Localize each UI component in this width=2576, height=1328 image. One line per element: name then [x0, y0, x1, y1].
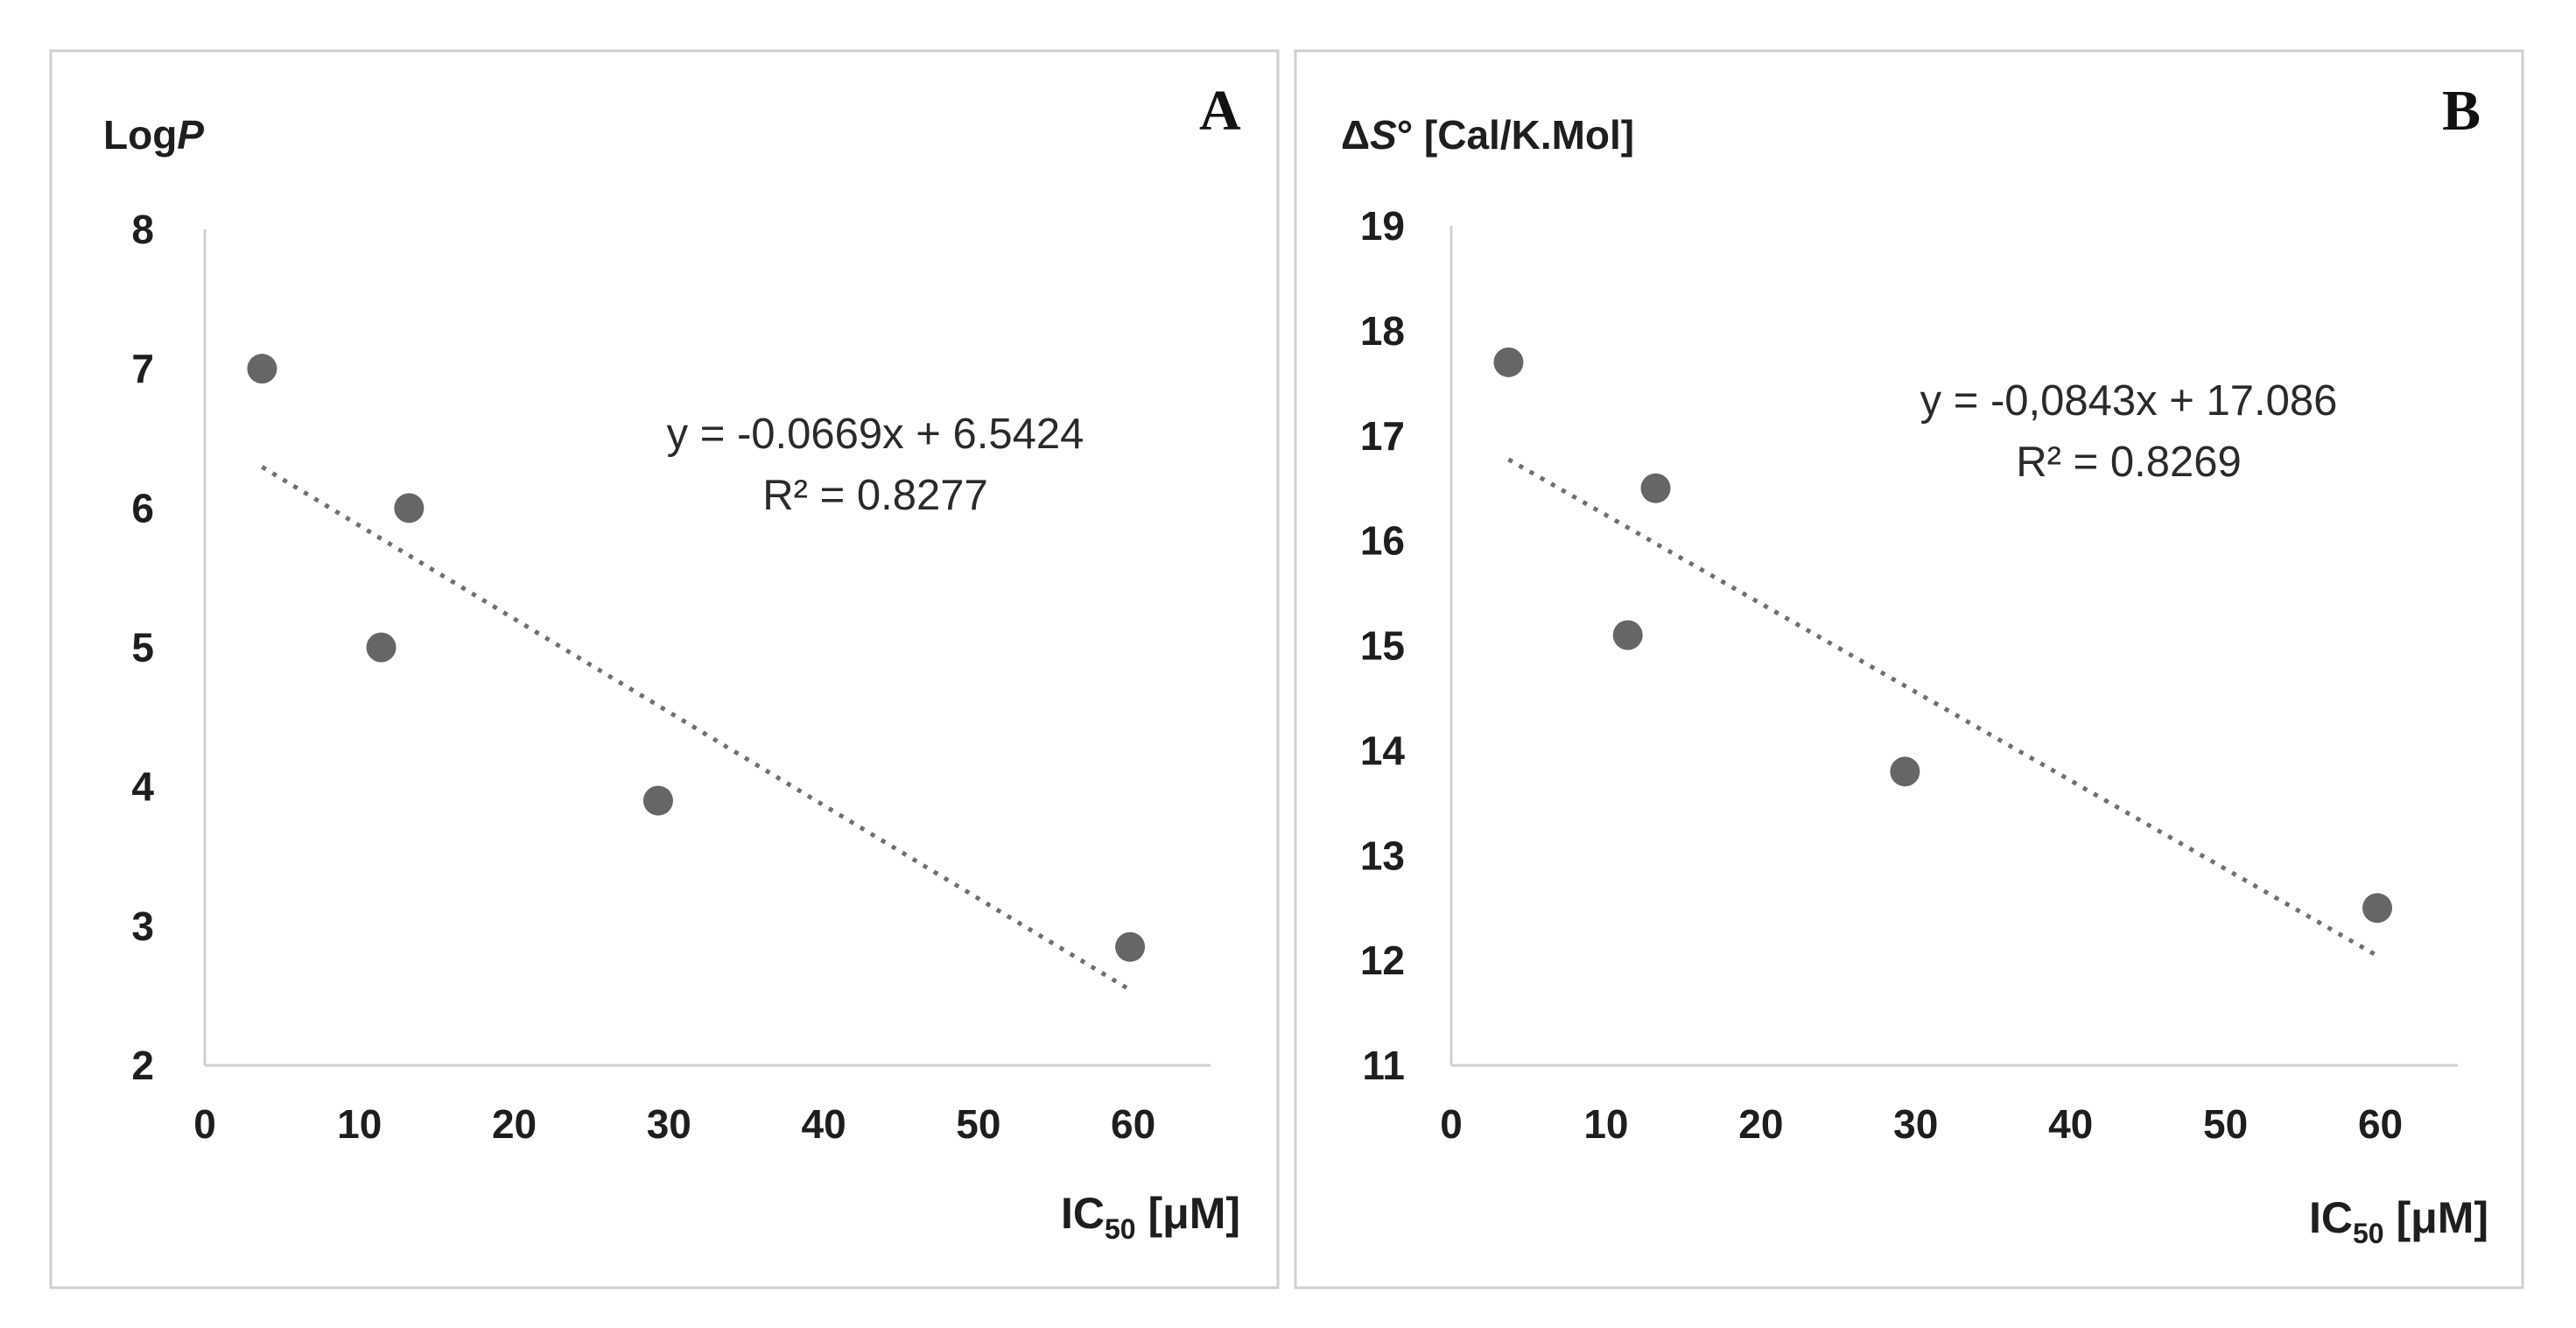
- panel-a-x-tick-label: 50: [956, 1101, 1000, 1147]
- panel-b-y-tick-label: 11: [1362, 1043, 1405, 1088]
- panel-a-y-tick-label: 3: [131, 903, 154, 949]
- panel-b-x-tick-label: 40: [2048, 1101, 2093, 1147]
- panel-a-x-tick-label: 0: [193, 1101, 216, 1147]
- panel-a-data-point: [642, 785, 673, 816]
- panel-a-x-tick-label: 10: [337, 1101, 382, 1147]
- panel-a-y-tick-label: 2: [131, 1043, 154, 1088]
- panel-b-y-tick-label: 17: [1360, 413, 1405, 459]
- panel-a-data-point: [366, 632, 397, 663]
- panel-b-x-tick-label: 60: [2358, 1101, 2403, 1147]
- panel-b-y-tick-label: 12: [1360, 938, 1405, 983]
- panel-a-frame: [49, 49, 1280, 1289]
- panel-b-data-point: [1890, 756, 1920, 787]
- panel-a-data-point: [394, 493, 425, 523]
- panel-b-trend-equation: y = -0,0843x + 17.086: [1920, 377, 2338, 425]
- panel-a-y-tick-label: 4: [131, 764, 154, 810]
- panel-b: 11 12 13 14 15 16 17 18 19 0 10 20 30 40 50 60 B ΔS° [C…: [1294, 49, 2524, 1289]
- panel-a-x-tick-label: 60: [1111, 1101, 1155, 1147]
- panel-a-r-squared: R² = 0.8277: [762, 472, 987, 519]
- panel-a-data-point: [247, 354, 277, 384]
- panel-b-x-axis-label: IC50 [μM]: [2309, 1193, 2488, 1249]
- panel-b-y-tick-label: 19: [1360, 203, 1405, 249]
- panel-a-x-axis-label: IC50 [μM]: [1061, 1189, 1240, 1245]
- panel-a-x-tick-label: 40: [801, 1101, 846, 1147]
- panel-a-letter: A: [1199, 79, 1241, 143]
- panel-b-data-point: [1612, 620, 1643, 650]
- panel-a-y-tick-label: 8: [131, 207, 154, 252]
- panel-b-x-tick-label: 20: [1738, 1101, 1783, 1147]
- panel-b-trendline: [1507, 457, 2379, 958]
- panel-b-x-tick-label: 30: [1893, 1101, 1938, 1147]
- panel-a-trendline: [261, 465, 1132, 992]
- panel-b-x-tick-label: 10: [1583, 1101, 1628, 1147]
- panel-b-frame: [1294, 49, 2524, 1289]
- panel-b-y-tick-label: 18: [1360, 308, 1405, 354]
- panel-b-data-point: [2362, 893, 2392, 924]
- panel-a: 2 3 4 5 6 7 8 0 10 20 30 40 50 60 A LogP IC50 [μM] y …: [49, 49, 1280, 1289]
- panel-b-y-axis-label: ΔS° [Cal/K.Mol]: [1341, 112, 1634, 158]
- panel-b-data-point: [1493, 347, 1524, 377]
- panel-a-x-tick-label: 20: [492, 1101, 537, 1147]
- panel-a-trend-equation: y = -0.0669x + 6.5424: [667, 411, 1084, 458]
- panel-b-y-tick-label: 14: [1360, 727, 1406, 773]
- panel-a-y-axis-label: LogP: [103, 112, 204, 158]
- panel-b-plot: 11 12 13 14 15 16 17 18 19 0 10 20 30 40 50 60: [1360, 203, 2458, 1147]
- panel-a-data-point: [1115, 931, 1146, 962]
- panel-b-data-point: [1640, 473, 1671, 503]
- panel-b-r-squared: R² = 0.8269: [2016, 439, 2241, 486]
- panel-b-letter: B: [2442, 79, 2481, 143]
- panel-a-y-tick-label: 5: [131, 625, 154, 671]
- panel-b-y-tick-label: 15: [1360, 623, 1405, 669]
- panel-b-x-tick-label: 0: [1440, 1101, 1463, 1147]
- panel-a-x-tick-label: 30: [647, 1101, 691, 1147]
- panel-a-y-tick-label: 7: [131, 346, 154, 391]
- panel-b-y-tick-label: 13: [1360, 833, 1405, 878]
- panel-b-x-tick-label: 50: [2203, 1101, 2248, 1147]
- panel-b-y-tick-label: 16: [1360, 518, 1405, 564]
- panel-a-plot: 2 3 4 5 6 7 8 0 10 20 30 40 50 60: [131, 207, 1211, 1147]
- panel-a-y-tick-label: 6: [131, 485, 154, 530]
